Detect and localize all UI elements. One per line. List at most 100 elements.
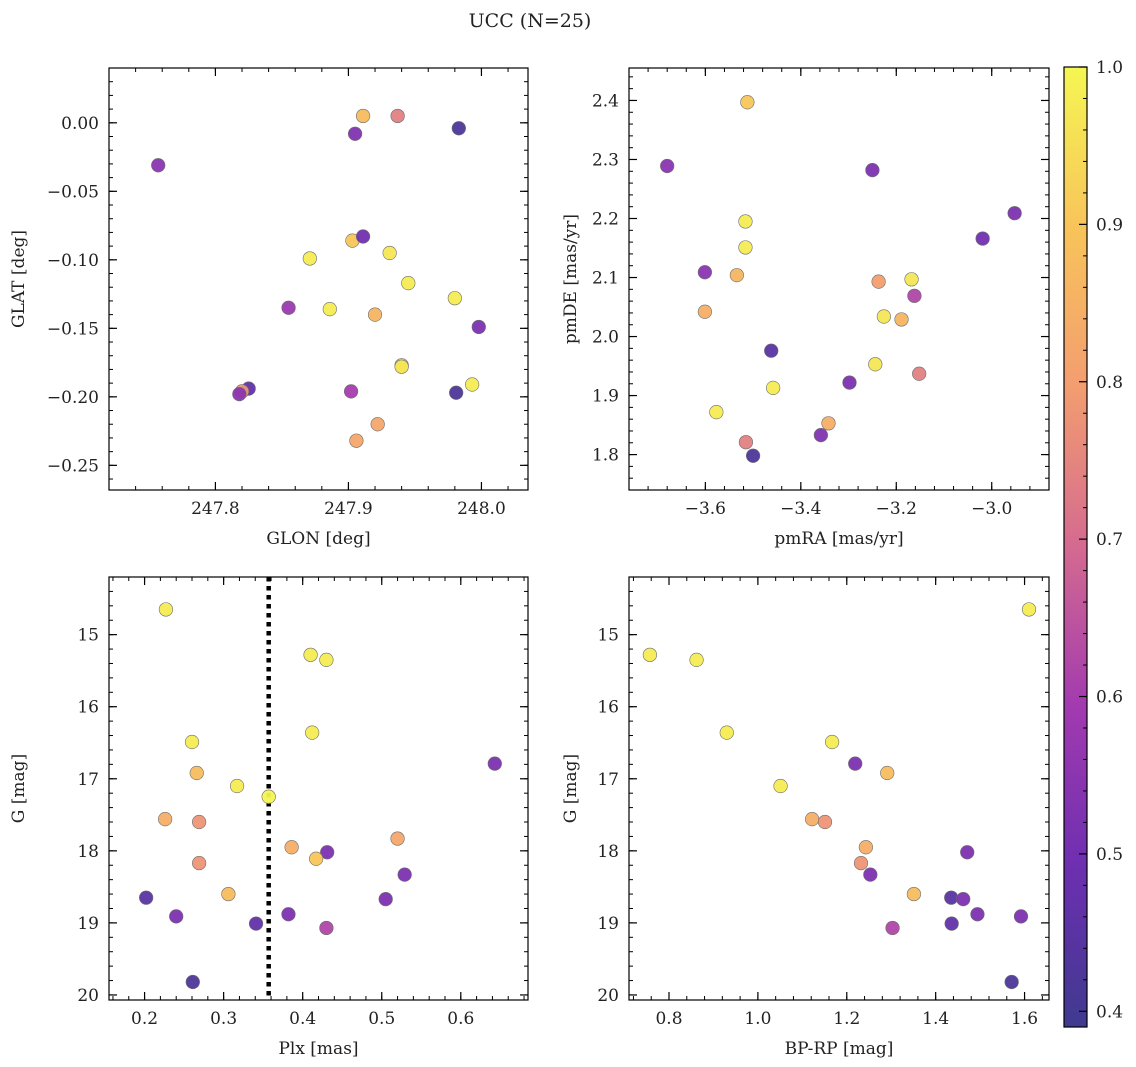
data-point <box>303 647 318 662</box>
data-point <box>956 892 971 907</box>
data-point <box>192 814 207 830</box>
data-point <box>880 765 895 781</box>
data-point <box>139 890 154 905</box>
colorbar-gradient <box>1063 66 1088 1028</box>
data-point <box>912 366 927 381</box>
data-point <box>221 886 236 902</box>
data-point <box>894 312 909 327</box>
x-tick-label: 247.8 <box>191 499 240 519</box>
data-point <box>885 920 900 936</box>
panel-bprp-g: 0.8 1.0 1.2 1.4 1.6 15 16 17 18 19 20 BP-RP [mag] G … <box>561 576 1050 1059</box>
x-tick-label: 0.2 <box>131 1009 158 1029</box>
data-point <box>642 647 657 662</box>
data-point <box>394 359 409 374</box>
x-tick-label: 0.5 <box>368 1009 395 1029</box>
y-tick-label: 15 <box>597 626 619 646</box>
data-point <box>309 851 324 866</box>
data-point <box>709 404 724 420</box>
x-axis-label: pmRA [mas/yr] <box>774 529 903 549</box>
data-point <box>185 974 200 990</box>
data-point <box>944 890 959 905</box>
x-axis-label: GLON [deg] <box>266 529 370 549</box>
x-tick-label: 0.6 <box>447 1009 474 1029</box>
y-axis-label: GLAT [deg] <box>9 230 29 328</box>
x-tick-label: −3.6 <box>685 499 726 519</box>
data-point <box>825 734 840 750</box>
data-point <box>184 734 200 750</box>
data-point <box>719 725 734 740</box>
data-point <box>401 276 416 291</box>
data-point <box>370 417 385 432</box>
data-point <box>229 778 245 794</box>
data-point <box>281 907 296 922</box>
x-tick-label: 0.8 <box>655 1009 682 1029</box>
data-point <box>738 214 753 229</box>
data-point <box>858 840 873 855</box>
data-point <box>347 126 363 141</box>
data-point <box>281 300 296 315</box>
axes-frame <box>108 576 529 1001</box>
x-tick-label: 1.0 <box>744 1009 771 1029</box>
data-point <box>349 433 364 448</box>
data-point <box>189 765 204 781</box>
data-point <box>284 840 299 855</box>
data-point <box>697 265 712 280</box>
data-point <box>319 652 334 667</box>
y-tick-label: −0.20 <box>47 388 99 408</box>
data-point <box>232 386 247 402</box>
data-point <box>865 163 880 178</box>
data-point <box>390 831 405 846</box>
axes-frame <box>108 67 529 491</box>
data-point <box>729 268 744 283</box>
data-point <box>842 375 857 390</box>
data-point <box>487 756 502 771</box>
y-tick-label: 16 <box>77 698 99 718</box>
y-axis-label: pmDE [mas/yr] <box>561 214 581 344</box>
data-point <box>382 245 397 261</box>
data-point <box>738 435 754 450</box>
y-tick-label: 15 <box>77 626 99 646</box>
x-tick-label: 1.6 <box>1011 1009 1038 1029</box>
data-point <box>192 855 207 871</box>
x-tick-label: 1.2 <box>833 1009 860 1029</box>
data-point <box>305 725 320 740</box>
data-point <box>397 867 412 882</box>
data-point <box>343 384 359 399</box>
y-tick-label: 2.2 <box>592 210 619 230</box>
x-axis-label: Plx [mas] <box>278 1039 358 1059</box>
data-point <box>697 304 712 319</box>
panel-glon-glat: 247.8 247.9 248.0 0.00 −0.05 −0.10 −0.15 −0.20 −… <box>9 67 529 549</box>
data-point <box>970 907 985 922</box>
data-point <box>863 867 878 882</box>
x-tick-label: −3.0 <box>971 499 1012 519</box>
data-point <box>904 272 919 287</box>
x-tick-label: 248.0 <box>457 499 506 519</box>
y-tick-label: 2.3 <box>592 150 619 170</box>
data-point <box>740 95 755 110</box>
colorbar-tick-label: 0.5 <box>1096 845 1123 865</box>
data-point <box>390 108 405 124</box>
data-point <box>151 158 166 173</box>
y-tick-label: −0.05 <box>47 182 99 202</box>
data-point <box>876 309 891 324</box>
data-point <box>817 814 833 830</box>
data-point <box>907 288 922 303</box>
data-point <box>302 251 317 266</box>
colorbar-tick-label: 1.0 <box>1096 58 1123 78</box>
y-tick-label: 0.00 <box>61 114 99 134</box>
x-axis-label: BP-RP [mag] <box>785 1039 894 1059</box>
data-point <box>355 108 371 124</box>
data-point <box>158 812 173 827</box>
data-point <box>745 448 761 463</box>
figure-title: UCC (N=25) <box>469 10 592 32</box>
data-point <box>378 892 393 907</box>
data-point <box>944 916 959 931</box>
data-point <box>766 380 781 395</box>
data-point <box>447 291 462 306</box>
data-point <box>322 302 337 317</box>
data-point <box>764 343 779 358</box>
data-point <box>821 416 836 431</box>
y-tick-label: 19 <box>77 914 99 934</box>
data-point <box>158 602 174 617</box>
data-point <box>169 909 184 924</box>
